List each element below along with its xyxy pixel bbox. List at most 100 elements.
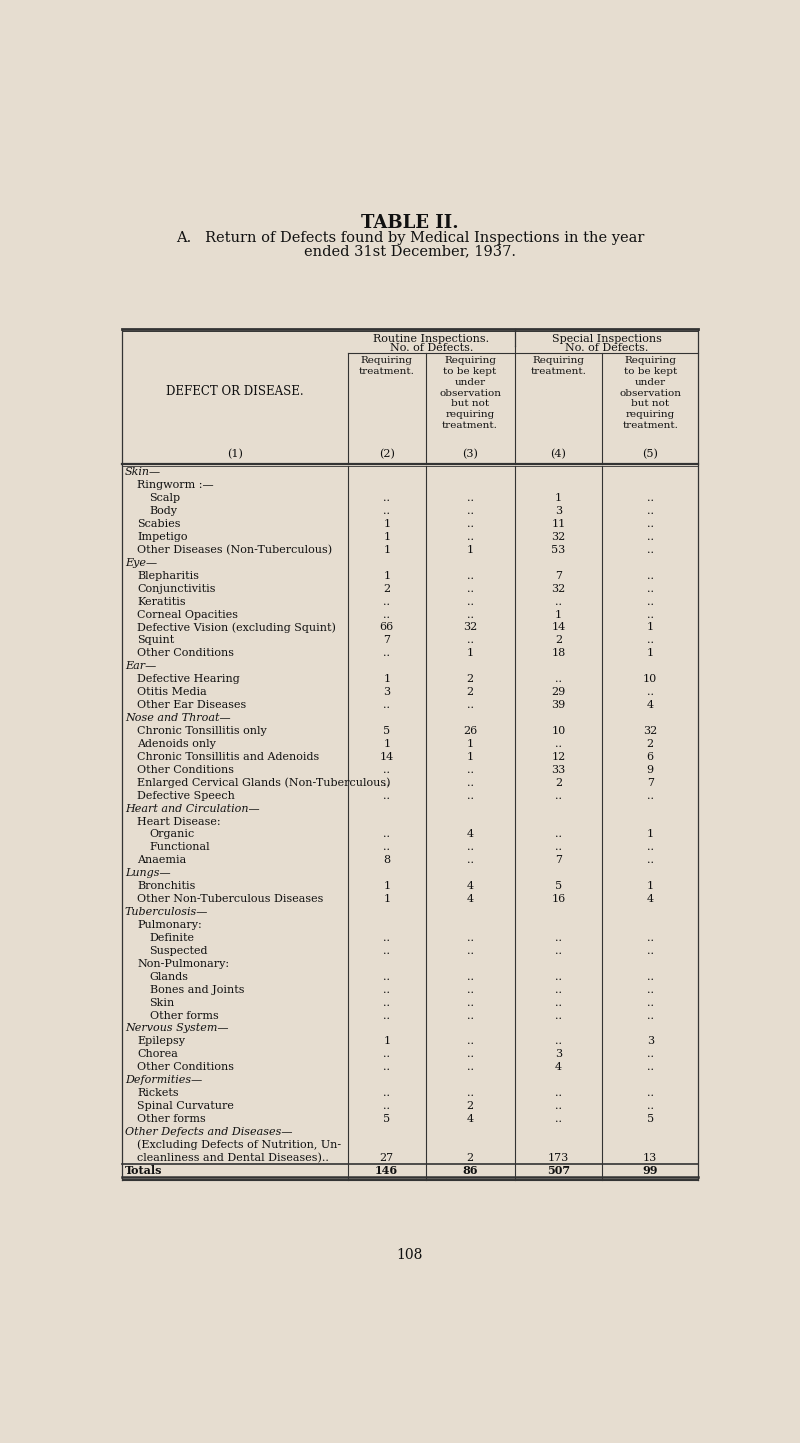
Text: ..: .. xyxy=(466,934,474,942)
Text: ..: .. xyxy=(466,1036,474,1046)
Text: Eye—: Eye— xyxy=(125,558,157,567)
Text: 4: 4 xyxy=(466,1114,474,1124)
Text: ..: .. xyxy=(646,687,654,697)
Text: 4: 4 xyxy=(555,1062,562,1072)
Text: Requiring
treatment.: Requiring treatment. xyxy=(530,356,586,377)
Text: 9: 9 xyxy=(646,765,654,775)
Text: 5: 5 xyxy=(383,726,390,736)
Text: ..: .. xyxy=(466,609,474,619)
Text: ..: .. xyxy=(466,583,474,593)
Text: Ear—: Ear— xyxy=(125,661,156,671)
Text: Other Non-Tuberculous Diseases: Other Non-Tuberculous Diseases xyxy=(138,895,323,905)
Text: Enlarged Cervical Glands (Non-Tuberculous): Enlarged Cervical Glands (Non-Tuberculou… xyxy=(138,778,390,788)
Text: 5: 5 xyxy=(555,882,562,892)
Text: 32: 32 xyxy=(463,622,477,632)
Text: ..: .. xyxy=(383,791,390,801)
Text: ..: .. xyxy=(383,609,390,619)
Text: ..: .. xyxy=(646,791,654,801)
Text: Lungs—: Lungs— xyxy=(125,869,170,879)
Text: 1: 1 xyxy=(383,519,390,530)
Text: ..: .. xyxy=(466,1010,474,1020)
Text: ..: .. xyxy=(646,856,654,866)
Text: 1: 1 xyxy=(383,571,390,580)
Text: 507: 507 xyxy=(547,1166,570,1176)
Text: 1: 1 xyxy=(466,648,474,658)
Text: 12: 12 xyxy=(551,752,566,762)
Text: ..: .. xyxy=(383,494,390,504)
Text: ..: .. xyxy=(466,843,474,853)
Text: ..: .. xyxy=(466,971,474,981)
Text: Adenoids only: Adenoids only xyxy=(138,739,216,749)
Text: ..: .. xyxy=(646,506,654,517)
Text: Pulmonary:: Pulmonary: xyxy=(138,921,202,929)
Text: ..: .. xyxy=(555,984,562,994)
Text: (2): (2) xyxy=(379,449,394,459)
Text: ..: .. xyxy=(646,1049,654,1059)
Text: 1: 1 xyxy=(646,830,654,840)
Text: ..: .. xyxy=(646,945,654,955)
Text: Organic: Organic xyxy=(150,830,195,840)
Text: (3): (3) xyxy=(462,449,478,459)
Text: 1: 1 xyxy=(383,739,390,749)
Text: 5: 5 xyxy=(383,1114,390,1124)
Text: ..: .. xyxy=(383,648,390,658)
Text: 14: 14 xyxy=(551,622,566,632)
Text: Requiring
to be kept
under
observation
but not
requiring
treatment.: Requiring to be kept under observation b… xyxy=(439,356,501,430)
Text: Chronic Tonsillitis only: Chronic Tonsillitis only xyxy=(138,726,267,736)
Text: Scalp: Scalp xyxy=(150,494,181,504)
Text: ..: .. xyxy=(466,945,474,955)
Text: ..: .. xyxy=(466,765,474,775)
Text: A.   Return of Defects found by Medical Inspections in the year: A. Return of Defects found by Medical In… xyxy=(176,231,644,245)
Text: 32: 32 xyxy=(643,726,658,736)
Text: No. of Defects.: No. of Defects. xyxy=(565,343,648,354)
Text: ..: .. xyxy=(383,1101,390,1111)
Text: 173: 173 xyxy=(548,1153,569,1163)
Text: Bronchitis: Bronchitis xyxy=(138,882,195,892)
Text: 1: 1 xyxy=(466,752,474,762)
Text: Skin: Skin xyxy=(150,997,175,1007)
Text: 29: 29 xyxy=(551,687,566,697)
Text: ..: .. xyxy=(383,1062,390,1072)
Text: 4: 4 xyxy=(466,882,474,892)
Text: Requiring
treatment.: Requiring treatment. xyxy=(359,356,414,377)
Text: ..: .. xyxy=(555,1088,562,1098)
Text: ..: .. xyxy=(383,971,390,981)
Text: Requiring
to be kept
under
observation
but not
requiring
treatment.: Requiring to be kept under observation b… xyxy=(619,356,682,430)
Text: ..: .. xyxy=(383,700,390,710)
Text: ended 31st December, 1937.: ended 31st December, 1937. xyxy=(304,245,516,258)
Text: 86: 86 xyxy=(462,1166,478,1176)
Text: Scabies: Scabies xyxy=(138,519,181,530)
Text: (Excluding Defects of Nutrition, Un-: (Excluding Defects of Nutrition, Un- xyxy=(138,1140,342,1150)
Text: 2: 2 xyxy=(466,674,474,684)
Text: ..: .. xyxy=(555,997,562,1007)
Text: ..: .. xyxy=(555,830,562,840)
Text: 10: 10 xyxy=(551,726,566,736)
Text: ..: .. xyxy=(646,571,654,580)
Text: Corneal Opacities: Corneal Opacities xyxy=(138,609,238,619)
Text: Ringworm :—: Ringworm :— xyxy=(138,481,214,491)
Text: Defective Speech: Defective Speech xyxy=(138,791,235,801)
Text: 1: 1 xyxy=(466,545,474,556)
Text: 14: 14 xyxy=(380,752,394,762)
Text: ..: .. xyxy=(466,1088,474,1098)
Text: 1: 1 xyxy=(383,1036,390,1046)
Text: ..: .. xyxy=(383,765,390,775)
Text: Heart and Circulation—: Heart and Circulation— xyxy=(125,804,259,814)
Text: Glands: Glands xyxy=(150,971,189,981)
Text: ..: .. xyxy=(646,971,654,981)
Text: 32: 32 xyxy=(551,532,566,543)
Text: ..: .. xyxy=(466,596,474,606)
Text: Chronic Tonsillitis and Adenoids: Chronic Tonsillitis and Adenoids xyxy=(138,752,319,762)
Text: Other Conditions: Other Conditions xyxy=(138,648,234,658)
Text: ..: .. xyxy=(646,596,654,606)
Text: 39: 39 xyxy=(551,700,566,710)
Text: Bones and Joints: Bones and Joints xyxy=(150,984,244,994)
Text: ..: .. xyxy=(466,778,474,788)
Text: ..: .. xyxy=(383,506,390,517)
Text: 13: 13 xyxy=(643,1153,658,1163)
Text: ..: .. xyxy=(383,934,390,942)
Text: 6: 6 xyxy=(646,752,654,762)
Text: 1: 1 xyxy=(646,622,654,632)
Text: 3: 3 xyxy=(646,1036,654,1046)
Text: ..: .. xyxy=(555,1101,562,1111)
